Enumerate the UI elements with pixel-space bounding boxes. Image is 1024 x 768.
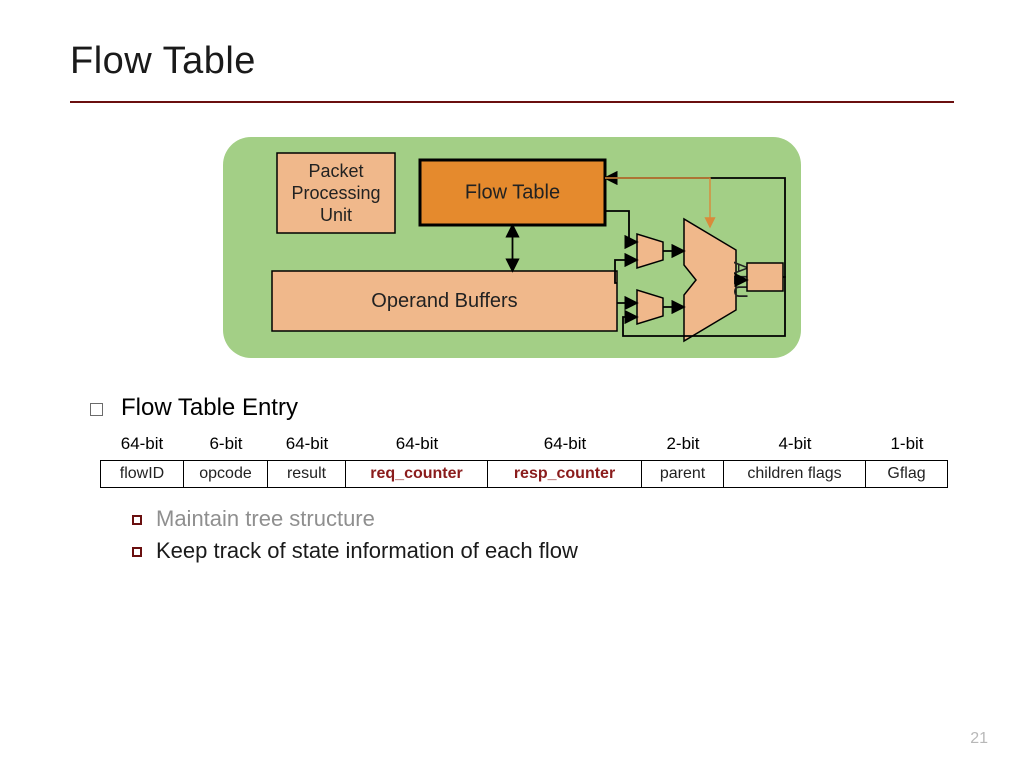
page-number: 21 (970, 730, 988, 748)
bit-width-label: 1-bit (866, 434, 948, 454)
sub-bullet-text: Keep track of state information of each … (156, 538, 578, 564)
result-register (747, 263, 783, 291)
bullet-marker-icon (90, 403, 103, 416)
sub-bullet-marker-icon (132, 547, 142, 557)
bit-width-label: 64-bit (488, 434, 642, 454)
sub-bullet: Maintain tree structure (132, 506, 954, 532)
bit-width-label: 64-bit (268, 434, 346, 454)
field-flowID: flowID (100, 460, 184, 488)
title-rule (70, 101, 954, 103)
sub-bullet: Keep track of state information of each … (132, 538, 954, 564)
svg-text:Operand Buffers: Operand Buffers (371, 290, 517, 312)
bit-width-row: 64-bit6-bit64-bit64-bit64-bit2-bit4-bit1… (100, 434, 944, 454)
bit-width-label: 64-bit (346, 434, 488, 454)
field-req_counter: req_counter (346, 460, 488, 488)
bit-width-label: 4-bit (724, 434, 866, 454)
svg-text:Packet: Packet (308, 161, 363, 181)
sub-bullet-text: Maintain tree structure (156, 506, 375, 532)
svg-text:Unit: Unit (320, 205, 352, 225)
field-resp_counter: resp_counter (488, 460, 642, 488)
svg-text:Processing: Processing (291, 183, 380, 203)
field-children-flags: children flags (724, 460, 866, 488)
flow-entry-fields-row: flowIDopcoderesultreq_counterresp_counte… (100, 460, 944, 488)
bit-width-label: 2-bit (642, 434, 724, 454)
bullet-text: Flow Table Entry (121, 394, 298, 422)
field-parent: parent (642, 460, 724, 488)
bit-width-label: 64-bit (100, 434, 184, 454)
field-opcode: opcode (184, 460, 268, 488)
sub-bullet-marker-icon (132, 515, 142, 525)
architecture-diagram: PacketProcessingUnit Flow Table Operand Bu… (217, 131, 807, 364)
bullet-flow-table-entry: Flow Table Entry (90, 394, 954, 422)
field-Gflag: Gflag (866, 460, 948, 488)
svg-text:Flow Table: Flow Table (465, 182, 560, 204)
slide-title: Flow Table (70, 40, 954, 83)
field-result: result (268, 460, 346, 488)
bit-width-label: 6-bit (184, 434, 268, 454)
